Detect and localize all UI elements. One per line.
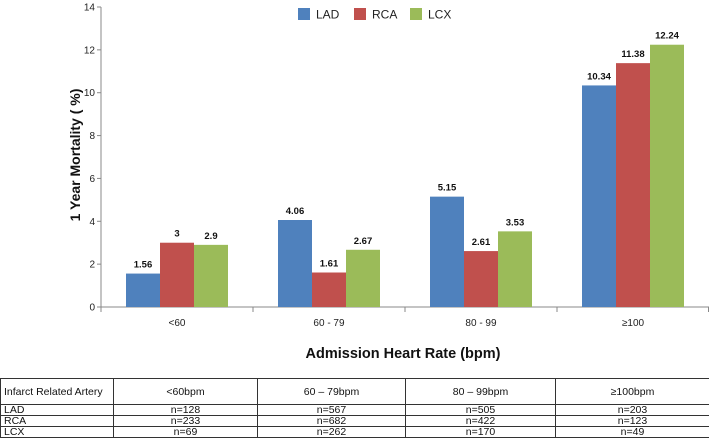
value-labels: 1.56 3 2.9 4.06 1.61 2.67 5.15 2.61 3.53 10.34 11.… [134, 31, 680, 271]
y-tick-label: 4 [89, 217, 95, 228]
table-header-cell: 60 – 79bpm [257, 378, 406, 405]
data-label-lad: 1.56 [134, 260, 153, 271]
y-tick-label: 2 [89, 260, 95, 271]
legend-label-lcx: LCX [428, 8, 451, 22]
data-label-rca: 3 [174, 229, 179, 240]
table-cell: n=123 [555, 415, 709, 427]
data-label-rca: 1.61 [320, 259, 339, 270]
table-row: LAD n=128 n=567 n=505 n=203 [0, 404, 709, 416]
bar-lad [582, 85, 616, 307]
bar-rca [616, 63, 650, 308]
table-cell: n=69 [113, 426, 258, 438]
bar-lcx [194, 244, 228, 307]
bar-lad [430, 196, 464, 307]
legend-swatch-lcx [410, 8, 422, 20]
data-label-lcx: 3.53 [506, 217, 525, 228]
bar-lcx [498, 231, 532, 307]
data-label-lad: 5.15 [438, 183, 457, 194]
y-tick-label: 12 [84, 45, 96, 56]
table-cell: n=203 [555, 404, 709, 416]
bar-lcx [346, 249, 380, 307]
table-header-cell: <60bpm [113, 378, 258, 405]
data-label-lcx: 12.24 [655, 31, 679, 42]
table-cell: n=49 [555, 426, 709, 438]
y-tick-label: 8 [89, 131, 95, 142]
table-cell: n=567 [257, 404, 406, 416]
table-cell: RCA [0, 415, 114, 427]
table-header-cell: ≥100bpm [555, 378, 709, 405]
y-tick-label: 14 [84, 3, 96, 14]
x-tick-label: ≥100 [622, 318, 645, 329]
x-axis-title: Admission Heart Rate (bpm) [306, 346, 501, 362]
bar-chart: LAD RCA LCX 1 Year Mortality ( %) 0 2 4 6 8 10 1… [67, 3, 709, 362]
data-label-lcx: 2.67 [354, 236, 373, 247]
legend-label-lad: LAD [316, 8, 340, 22]
data-label-lcx: 2.9 [204, 231, 217, 242]
bars [126, 44, 684, 308]
y-tick-label: 10 [84, 88, 96, 99]
data-label-rca: 11.38 [621, 49, 644, 60]
bar-lad [126, 273, 160, 307]
table-cell: LCX [0, 426, 114, 438]
table-cell: n=262 [257, 426, 406, 438]
y-axis-title: 1 Year Mortality ( %) [67, 89, 83, 222]
table-cell: LAD [0, 404, 114, 416]
table-cell: n=233 [113, 415, 258, 427]
x-tick-label: <60 [169, 318, 186, 329]
table-row: LCX n=69 n=262 n=170 n=49 [0, 426, 709, 438]
table-header-row: Infarct Related Artery <60bpm 60 – 79bpm… [0, 378, 709, 405]
data-label-lad: 4.06 [286, 206, 305, 217]
bar-rca [464, 251, 498, 307]
x-tick-label: 80 - 99 [465, 318, 497, 329]
table-cell: n=422 [405, 415, 556, 427]
legend: LAD RCA LCX [298, 8, 451, 22]
x-axis: <60 60 - 79 80 - 99 ≥100 [100, 306, 709, 329]
data-label-rca: 2.61 [472, 237, 491, 248]
patient-count-table: Infarct Related Artery <60bpm 60 – 79bpm… [0, 378, 709, 438]
table-header-cell: Infarct Related Artery [0, 378, 114, 405]
x-tick-label: 60 - 79 [313, 318, 345, 329]
y-tick-label: 6 [89, 174, 95, 185]
bar-rca [160, 242, 194, 307]
y-tick-label: 0 [89, 303, 95, 314]
table-header-cell: 80 – 99bpm [405, 378, 556, 405]
table-cell: n=505 [405, 404, 556, 416]
legend-label-rca: RCA [372, 8, 397, 22]
legend-swatch-rca [354, 8, 366, 20]
table-cell: n=128 [113, 404, 258, 416]
table-row: RCA n=233 n=682 n=422 n=123 [0, 415, 709, 427]
y-axis: 0 2 4 6 8 10 12 14 [84, 3, 102, 314]
table-cell: n=170 [405, 426, 556, 438]
bar-rca [312, 272, 346, 307]
bar-lcx [650, 44, 684, 307]
bar-lad [278, 220, 312, 307]
data-label-lad: 10.34 [587, 71, 611, 82]
legend-swatch-lad [298, 8, 310, 20]
table-cell: n=682 [257, 415, 406, 427]
